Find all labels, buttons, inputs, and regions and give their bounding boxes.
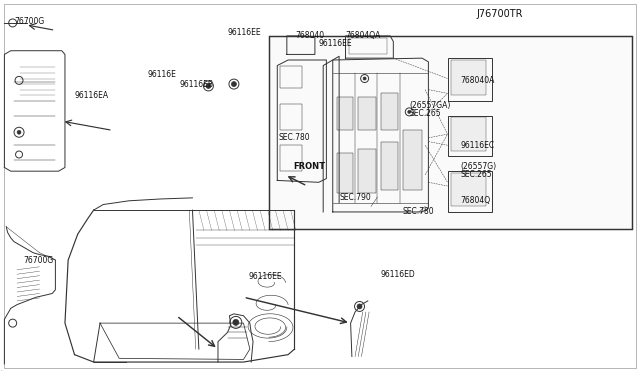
Text: FRONT: FRONT [293,162,325,171]
Text: 96116EE: 96116EE [228,28,261,37]
Circle shape [232,81,236,87]
Text: SEC.790: SEC.790 [339,193,371,202]
Text: 96116EC: 96116EC [460,141,494,150]
Bar [451,60,486,95]
Bar [337,153,353,193]
Circle shape [17,130,21,134]
Bar [447,171,492,212]
Text: 96116EB: 96116EB [180,80,214,89]
Bar [447,58,492,101]
Text: 96116EE: 96116EE [319,39,353,48]
Circle shape [357,304,362,309]
Bar [280,65,302,88]
Circle shape [363,77,366,80]
Bar [403,131,422,190]
Text: 96116EE: 96116EE [248,272,282,281]
Bar [280,105,302,131]
Text: 76700G: 76700G [14,17,44,26]
Circle shape [206,83,211,89]
Bar [349,38,387,54]
Text: 76804QA: 76804QA [346,31,381,40]
Text: 768040: 768040 [296,31,325,40]
Text: 96116ED: 96116ED [381,270,415,279]
Bar [337,97,353,131]
Text: 76700G: 76700G [24,256,54,264]
Text: J76700TR: J76700TR [476,9,523,19]
Text: 96116EA: 96116EA [74,91,109,100]
Bar [280,145,302,171]
Bar [451,118,486,151]
Text: 76804Q: 76804Q [460,196,490,205]
Text: (26557GA): (26557GA) [409,101,451,110]
Circle shape [408,110,411,113]
Bar [381,141,398,190]
Bar [451,173,486,206]
Bar [358,97,376,131]
Text: SEC.265: SEC.265 [460,170,492,179]
Bar [358,149,376,193]
Text: SEC.780: SEC.780 [403,208,435,217]
Text: (26557G): (26557G) [460,162,497,171]
Text: 96116E: 96116E [148,70,177,79]
Bar [269,36,632,229]
Bar [381,93,398,131]
Text: SEC.780: SEC.780 [278,133,310,142]
Circle shape [233,320,239,326]
Text: 768040A: 768040A [460,76,495,85]
Text: SEC.265: SEC.265 [409,109,441,118]
Bar [447,116,492,156]
